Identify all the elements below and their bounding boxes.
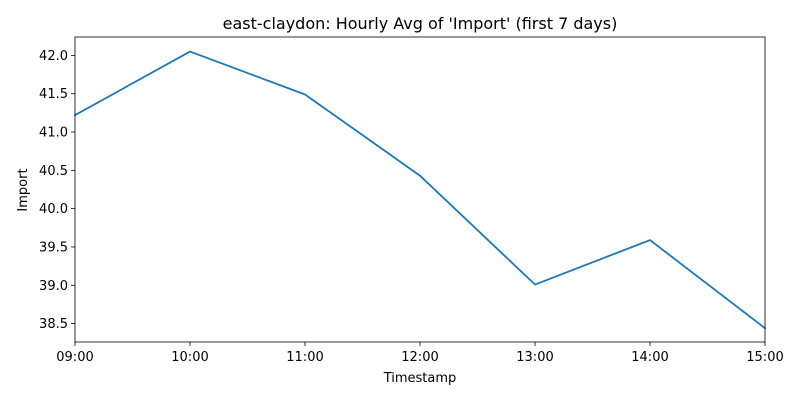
chart-title: east-claydon: Hourly Avg of 'Import' (fi…	[223, 14, 618, 33]
x-tick-label: 09:00	[56, 350, 93, 365]
y-tick-label: 42.0	[39, 49, 68, 64]
y-tick-label: 39.0	[39, 279, 68, 294]
y-tick-label: 41.0	[39, 126, 68, 141]
y-tick-label: 38.5	[39, 317, 68, 332]
x-tick-label: 14:00	[631, 350, 668, 365]
y-tick-label: 40.0	[39, 202, 68, 217]
x-tick-label: 12:00	[401, 350, 438, 365]
series-layer	[73, 50, 767, 330]
y-tick-label: 41.5	[39, 87, 68, 102]
x-tick-label: 11:00	[286, 350, 323, 365]
plot-frame	[74, 36, 766, 343]
y-axis-label: Import	[16, 168, 31, 211]
x-axis-label: Timestamp	[383, 371, 457, 386]
y-axis-ticks: 38.5 39.0 39.5 40.0 40.5 41.0 41.5 42.0	[39, 49, 75, 332]
x-tick-label: 13:00	[516, 350, 553, 365]
x-tick-label: 15:00	[746, 350, 783, 365]
y-tick-label: 40.5	[39, 164, 68, 179]
x-axis-ticks: 09:00 10:00 11:00 12:00 13:00 14:00 15:00	[56, 342, 784, 365]
y-tick-label: 39.5	[39, 240, 68, 255]
series-line	[73, 50, 767, 330]
x-tick-label: 10:00	[171, 350, 208, 365]
